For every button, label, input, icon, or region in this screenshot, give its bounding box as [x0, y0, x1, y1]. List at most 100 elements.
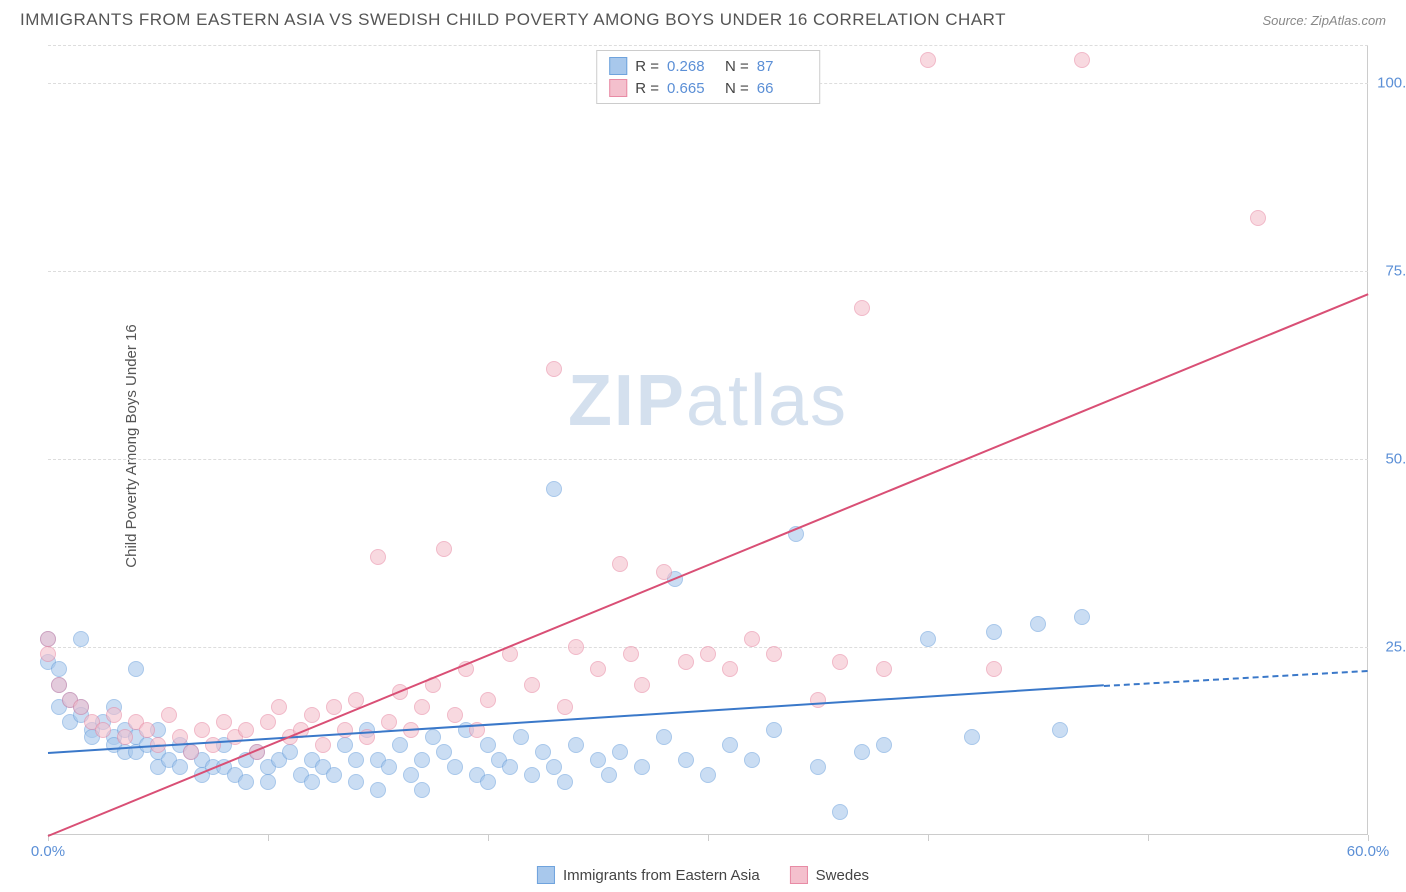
data-point — [436, 744, 452, 760]
gridline — [48, 459, 1368, 460]
data-point — [216, 714, 232, 730]
n-value-b: 66 — [757, 80, 807, 97]
data-point — [513, 729, 529, 745]
data-point — [656, 729, 672, 745]
data-point — [51, 661, 67, 677]
data-point — [260, 774, 276, 790]
r-value-a: 0.268 — [667, 58, 717, 75]
n-label: N = — [725, 58, 749, 75]
legend-item-b: Swedes — [790, 866, 869, 884]
data-point — [139, 722, 155, 738]
data-point — [601, 767, 617, 783]
data-point — [337, 737, 353, 753]
x-tick-label: 0.0% — [31, 843, 65, 860]
data-point — [568, 639, 584, 655]
data-point — [73, 699, 89, 715]
data-point — [128, 661, 144, 677]
data-point — [425, 729, 441, 745]
n-value-a: 87 — [757, 58, 807, 75]
data-point — [1052, 722, 1068, 738]
x-tick-mark — [268, 835, 269, 841]
stats-row-series-b: R = 0.665 N = 66 — [609, 77, 807, 99]
data-point — [766, 646, 782, 662]
data-point — [326, 699, 342, 715]
data-point — [40, 646, 56, 662]
data-point — [810, 692, 826, 708]
data-point — [392, 737, 408, 753]
data-point — [414, 752, 430, 768]
swatch-series-a — [537, 866, 555, 884]
data-point — [194, 722, 210, 738]
data-point — [964, 729, 980, 745]
data-point — [117, 729, 133, 745]
plot-area: ZIPatlas 25.0%50.0%75.0%100.0%0.0%60.0% — [48, 45, 1368, 835]
data-point — [480, 737, 496, 753]
swatch-series-b — [790, 866, 808, 884]
data-point — [546, 361, 562, 377]
data-point — [854, 300, 870, 316]
data-point — [271, 699, 287, 715]
data-point — [612, 556, 628, 572]
data-point — [832, 804, 848, 820]
data-point — [348, 774, 364, 790]
data-point — [700, 646, 716, 662]
r-label: R = — [635, 58, 659, 75]
legend-item-a: Immigrants from Eastern Asia — [537, 866, 760, 884]
data-point — [348, 752, 364, 768]
data-point — [986, 661, 1002, 677]
data-point — [854, 744, 870, 760]
y-tick-label: 100.0% — [1377, 74, 1406, 91]
data-point — [986, 624, 1002, 640]
y-tick-label: 75.0% — [1385, 262, 1406, 279]
data-point — [447, 759, 463, 775]
x-tick-mark — [1368, 835, 1369, 841]
data-point — [106, 707, 122, 723]
data-point — [414, 782, 430, 798]
data-point — [73, 631, 89, 647]
data-point — [480, 692, 496, 708]
data-point — [524, 767, 540, 783]
data-point — [370, 782, 386, 798]
data-point — [810, 759, 826, 775]
data-point — [161, 707, 177, 723]
data-point — [920, 52, 936, 68]
data-point — [480, 774, 496, 790]
source-attribution: Source: ZipAtlas.com — [1262, 13, 1386, 28]
scatter-chart: ZIPatlas 25.0%50.0%75.0%100.0%0.0%60.0% … — [48, 45, 1368, 835]
data-point — [744, 752, 760, 768]
data-point — [436, 541, 452, 557]
data-point — [304, 774, 320, 790]
data-point — [403, 767, 419, 783]
data-point — [535, 744, 551, 760]
x-tick-mark — [488, 835, 489, 841]
data-point — [381, 714, 397, 730]
data-point — [183, 744, 199, 760]
bottom-legend: Immigrants from Eastern Asia Swedes — [537, 866, 869, 884]
data-point — [678, 752, 694, 768]
gridline — [48, 45, 1368, 46]
data-point — [546, 759, 562, 775]
data-point — [744, 631, 760, 647]
n-label: N = — [725, 80, 749, 97]
data-point — [568, 737, 584, 753]
data-point — [634, 759, 650, 775]
data-point — [832, 654, 848, 670]
data-point — [920, 631, 936, 647]
data-point — [381, 759, 397, 775]
gridline — [48, 271, 1368, 272]
watermark-text: ZIPatlas — [568, 360, 848, 442]
data-point — [524, 677, 540, 693]
data-point — [238, 774, 254, 790]
legend-label-b: Swedes — [816, 867, 869, 884]
x-tick-mark — [708, 835, 709, 841]
data-point — [172, 759, 188, 775]
chart-title: IMMIGRANTS FROM EASTERN ASIA VS SWEDISH … — [20, 10, 1006, 30]
data-point — [205, 737, 221, 753]
stats-row-series-a: R = 0.268 N = 87 — [609, 55, 807, 77]
data-point — [678, 654, 694, 670]
data-point — [876, 737, 892, 753]
data-point — [1074, 609, 1090, 625]
data-point — [1074, 52, 1090, 68]
x-tick-label: 60.0% — [1347, 843, 1390, 860]
trend-line — [1104, 669, 1368, 686]
